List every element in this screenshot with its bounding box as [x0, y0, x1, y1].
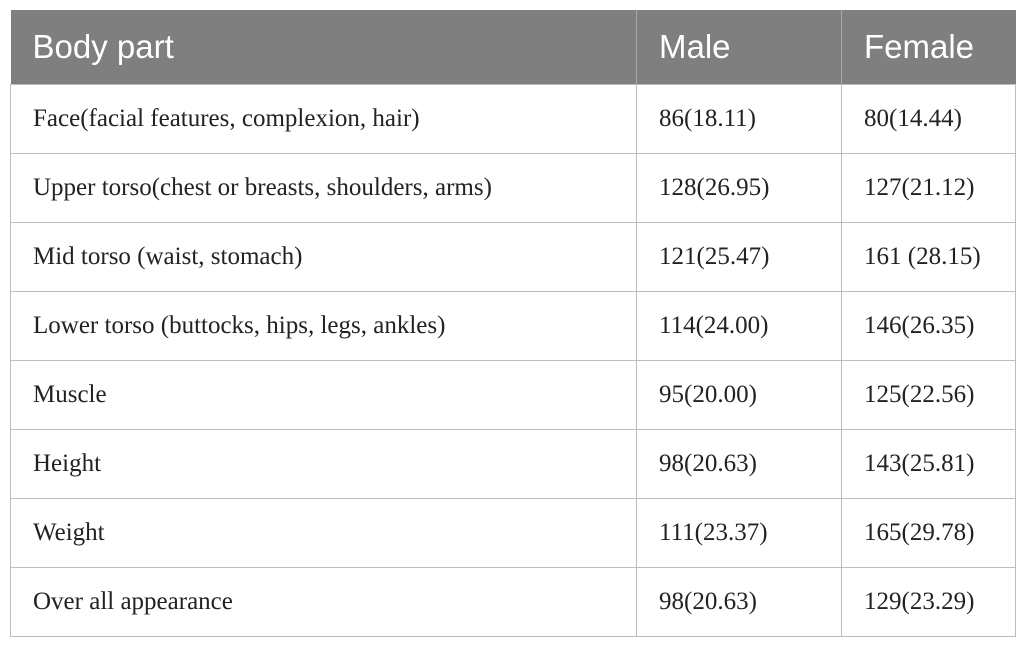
cell-female: 161 (28.15) [841, 221, 1016, 292]
cell-male: 95(20.00) [636, 359, 842, 430]
cell-male: 128(26.95) [636, 152, 842, 223]
cell-male: 111(23.37) [636, 497, 842, 568]
cell-male: 98(20.63) [636, 566, 842, 637]
header-female: Female [841, 10, 1016, 84]
cell-body-part: Weight [10, 497, 637, 568]
table-row: Mid torso (waist, stomach) 121(25.47) 16… [10, 221, 1016, 292]
table-row: Weight 111(23.37) 165(29.78) [10, 497, 1016, 568]
table-row: Height 98(20.63) 143(25.81) [10, 428, 1016, 499]
body-part-table: Body part Male Female Face(facial featur… [10, 10, 1016, 637]
cell-body-part: Face(facial features, complexion, hair) [10, 83, 637, 154]
cell-body-part: Lower torso (buttocks, hips, legs, ankle… [10, 290, 637, 361]
cell-body-part: Height [10, 428, 637, 499]
cell-male: 121(25.47) [636, 221, 842, 292]
cell-female: 127(21.12) [841, 152, 1016, 223]
cell-female: 165(29.78) [841, 497, 1016, 568]
table-row: Face(facial features, complexion, hair) … [10, 83, 1016, 154]
cell-female: 125(22.56) [841, 359, 1016, 430]
cell-body-part: Over all appearance [10, 566, 637, 637]
cell-female: 80(14.44) [841, 83, 1016, 154]
cell-body-part: Muscle [10, 359, 637, 430]
table-row: Over all appearance 98(20.63) 129(23.29) [10, 566, 1016, 637]
header-body-part: Body part [10, 10, 637, 84]
cell-female: 129(23.29) [841, 566, 1016, 637]
cell-male: 98(20.63) [636, 428, 842, 499]
table-row: Upper torso(chest or breasts, shoulders,… [10, 152, 1016, 223]
cell-body-part: Upper torso(chest or breasts, shoulders,… [10, 152, 637, 223]
cell-body-part: Mid torso (waist, stomach) [10, 221, 637, 292]
body-part-table-container: Body part Male Female Face(facial featur… [10, 10, 1016, 637]
table-row: Muscle 95(20.00) 125(22.56) [10, 359, 1016, 430]
table-row: Lower torso (buttocks, hips, legs, ankle… [10, 290, 1016, 361]
header-male: Male [636, 10, 842, 84]
header-row: Body part Male Female [10, 10, 1016, 84]
cell-male: 86(18.11) [636, 83, 842, 154]
cell-male: 114(24.00) [636, 290, 842, 361]
cell-female: 146(26.35) [841, 290, 1016, 361]
cell-female: 143(25.81) [841, 428, 1016, 499]
